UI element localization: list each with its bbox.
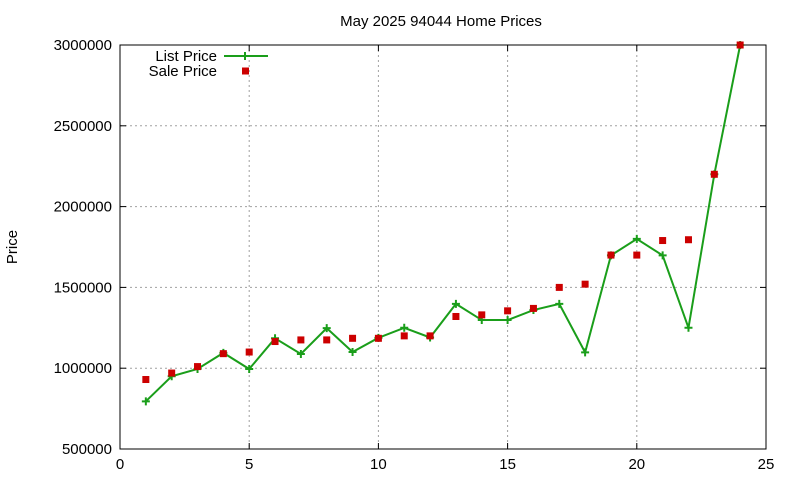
grid-lines [120, 45, 766, 449]
list-price-line [145, 44, 742, 403]
sale-price-point [607, 251, 615, 259]
y-axis-label: Price [4, 230, 21, 264]
y-tick-label: 2500000 [54, 118, 112, 135]
sale-price-point [529, 304, 537, 312]
x-tick-label: 20 [628, 456, 645, 473]
sale-price-point [219, 350, 227, 358]
x-tick-label: 10 [370, 456, 387, 473]
sale-price-point [271, 338, 279, 346]
axis-ticks: 0 5 10 15 20 25 500000 1000000 1500000 2000000 250… [54, 37, 775, 473]
legend-marker-sale-price [242, 67, 249, 75]
list-price-point [632, 234, 641, 243]
list-price-point [245, 365, 254, 374]
x-tick-label: 25 [758, 456, 775, 473]
y-tick-label: 3000000 [54, 37, 112, 54]
legend: List Price Sale Price [149, 48, 268, 80]
sale-price-point [504, 307, 512, 315]
y-tick-label: 500000 [62, 441, 112, 458]
list-price-point [503, 316, 512, 325]
sale-price-point [323, 336, 331, 344]
sale-price-point [194, 363, 202, 371]
plot-frame [119, 44, 767, 450]
sale-price-point [478, 311, 486, 319]
sale-price-point [168, 369, 176, 377]
legend-label-sale-price: Sale Price [149, 63, 217, 80]
sale-price-point [452, 312, 460, 320]
sale-price-point [374, 334, 382, 342]
sale-price-point [426, 332, 434, 340]
list-price-point [296, 349, 305, 358]
sale-price-point [245, 348, 253, 356]
sale-price-point [555, 283, 563, 291]
list-price-point [555, 299, 564, 308]
list-price-point [658, 251, 667, 260]
sale-price-point [349, 334, 357, 342]
list-price-point [322, 324, 331, 333]
list-price-point [348, 348, 357, 357]
sale-price-point [633, 251, 641, 259]
chart-title: May 2025 94044 Home Prices [340, 13, 542, 30]
sale-price-point [400, 332, 408, 340]
x-tick-label: 0 [116, 456, 124, 473]
list-price-point [581, 348, 590, 357]
sale-price-point [297, 336, 305, 344]
sale-price-point [142, 376, 150, 384]
y-tick-label: 1000000 [54, 360, 112, 377]
list-price-point [141, 397, 150, 406]
list-price-point [451, 299, 460, 308]
y-tick-label: 2000000 [54, 199, 112, 216]
sale-price-point [736, 41, 744, 49]
sale-price-point [581, 280, 589, 288]
x-tick-label: 5 [245, 456, 253, 473]
y-tick-label: 1500000 [54, 279, 112, 296]
sale-price-point [684, 236, 692, 244]
sale-price-point [710, 170, 718, 178]
series-layer [141, 41, 745, 406]
list-price-point [400, 323, 409, 332]
sale-price-point [659, 237, 667, 245]
x-tick-label: 15 [499, 456, 516, 473]
legend-label-list-price: List Price [155, 48, 217, 65]
list-price-point [684, 323, 693, 332]
legend-marker-list-price [241, 52, 249, 60]
